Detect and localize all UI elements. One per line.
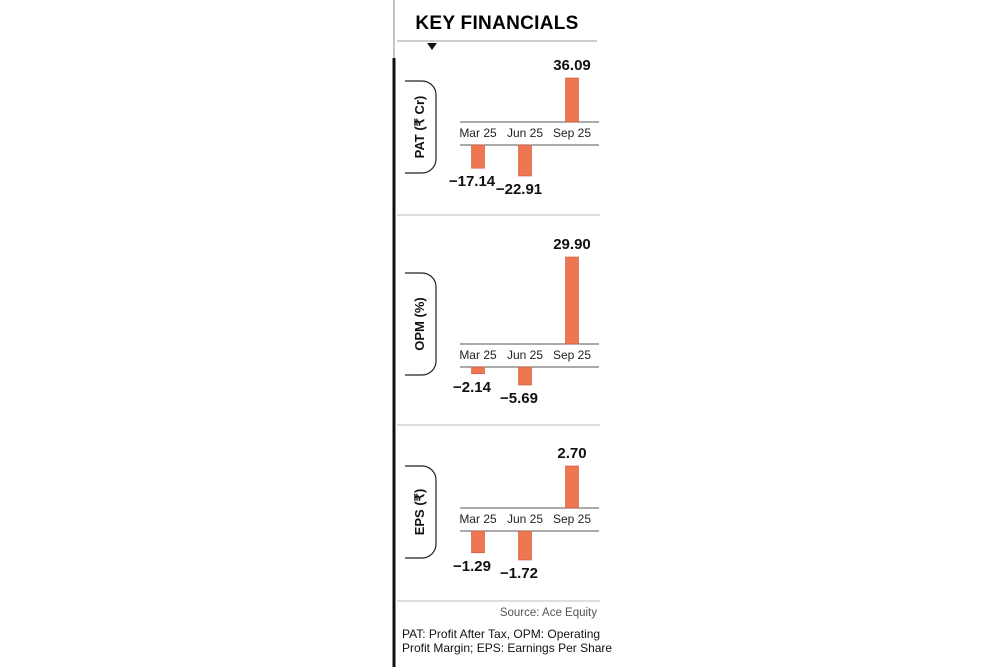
bar	[518, 144, 532, 177]
bar	[518, 530, 532, 561]
value-label: 2.70	[557, 445, 586, 462]
category-label: Jun 25	[507, 126, 543, 140]
bar	[471, 144, 485, 169]
pointer-triangle-icon	[427, 43, 437, 50]
value-label: 29.90	[553, 236, 591, 253]
y-axis-label: PAT (₹ Cr)	[412, 96, 427, 159]
category-label: Mar 25	[459, 126, 497, 140]
category-label: Sep 25	[553, 512, 591, 526]
footnote-line-1: PAT: Profit After Tax, OPM: Operating	[402, 627, 600, 641]
panels: PAT (₹ Cr) Mar 25 −17.14 Jun 25 −22.91 Sep 25…	[405, 57, 599, 582]
ylabel-box	[405, 465, 437, 559]
bar	[565, 77, 579, 123]
value-label: 36.09	[553, 57, 591, 74]
y-axis-label: OPM (%)	[412, 297, 427, 350]
bar	[471, 530, 485, 554]
source-note: Source: Ace Equity	[500, 607, 597, 619]
value-label: −5.69	[500, 390, 538, 407]
bar	[518, 366, 532, 386]
category-label: Mar 25	[459, 512, 497, 526]
value-label: −22.91	[496, 181, 542, 198]
chart-title: KEY FINANCIALS	[415, 13, 578, 34]
category-label: Sep 25	[553, 126, 591, 140]
bar	[565, 256, 579, 345]
bar	[471, 366, 485, 375]
value-label: −2.14	[453, 379, 492, 396]
bar	[565, 465, 579, 509]
footnote-line-2: Profit Margin; EPS: Earnings Per Share	[402, 641, 612, 655]
value-label: −1.29	[453, 558, 491, 575]
category-label: Jun 25	[507, 512, 543, 526]
y-axis-label: EPS (₹)	[412, 489, 427, 536]
ylabel-box	[405, 80, 437, 174]
ylabel-box	[405, 272, 437, 376]
category-label: Sep 25	[553, 348, 591, 362]
category-label: Jun 25	[507, 348, 543, 362]
category-label: Mar 25	[459, 348, 497, 362]
value-label: −17.14	[449, 173, 496, 190]
value-label: −1.72	[500, 565, 538, 582]
